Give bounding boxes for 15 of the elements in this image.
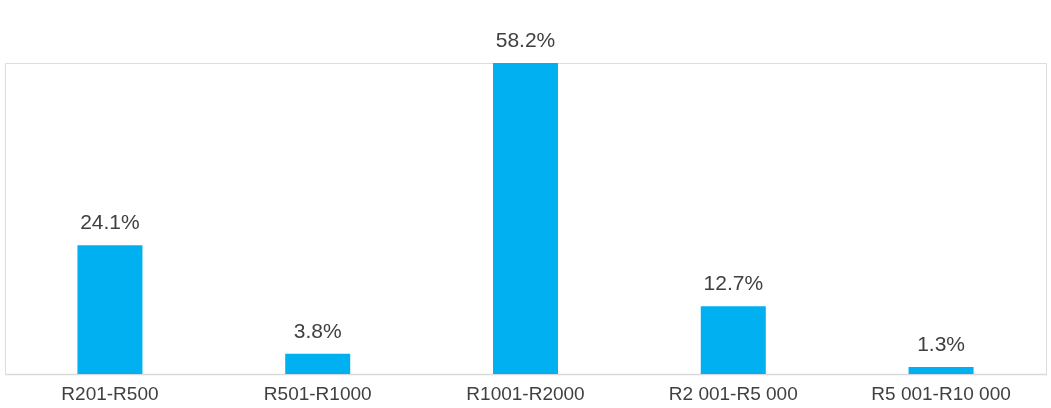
data-label: 58.2% (495, 28, 556, 51)
x-tick-label: R1001-R2000 (466, 382, 585, 404)
data-label: 24.1% (80, 210, 140, 234)
bar (77, 245, 143, 374)
x-tick-label: R501-R1000 (263, 382, 372, 404)
data-label: 3.8% (293, 318, 342, 342)
bar (285, 353, 351, 374)
bar (908, 367, 974, 374)
bar (493, 63, 558, 374)
bar (700, 306, 766, 374)
data-label: 1.3% (917, 332, 966, 356)
data-label: 12.7% (703, 271, 764, 295)
x-tick-label: R2 001-R5 000 (668, 382, 798, 404)
x-tick-label: R201-R500 (61, 382, 159, 404)
x-tick-label: R5 001-R10 000 (871, 382, 1011, 404)
